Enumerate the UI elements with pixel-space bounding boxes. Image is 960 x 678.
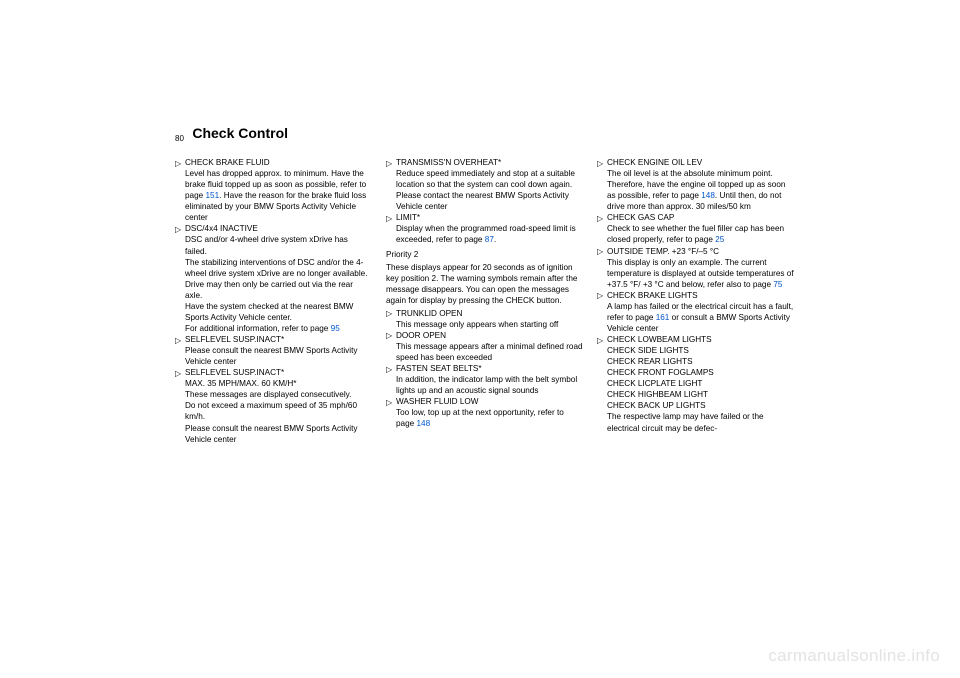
column-3: ▷ CHECK ENGINE OIL LEVThe oil level is at… (597, 157, 794, 445)
page-ref-link[interactable]: 148 (701, 191, 715, 200)
item-body: The respective lamp may have failed or t… (607, 411, 794, 433)
item-title: CHECK FRONT FOGLAMPS (607, 368, 714, 377)
item-title: CHECK LICPLATE LIGHT (607, 379, 702, 388)
list-item: ▷ SELFLEVEL SUSP.INACT*Please consult the… (175, 334, 372, 367)
item-body: This message appears after a minimal def… (396, 341, 583, 363)
item-title: CHECK BRAKE FLUID (185, 158, 270, 167)
triangle-bullet-icon: ▷ (597, 214, 603, 225)
page-ref-link[interactable]: 95 (331, 324, 340, 333)
item-title: CHECK SIDE LIGHTS (607, 346, 689, 355)
page-ref-link[interactable]: 87 (485, 235, 494, 244)
triangle-bullet-icon: ▷ (386, 214, 392, 225)
item-title: SELFLEVEL SUSP.INACT* (185, 368, 284, 377)
item-body: A lamp has failed or the electrical circ… (607, 301, 794, 334)
triangle-bullet-icon: ▷ (175, 336, 181, 347)
item-title: CHECK LOWBEAM LIGHTS (607, 335, 712, 344)
list-item: ▷ OUTSIDE TEMP. +23 °F/–5 °CThis display … (597, 246, 794, 290)
item-title: SELFLEVEL SUSP.INACT* (185, 335, 284, 344)
triangle-bullet-icon: ▷ (597, 336, 603, 347)
item-title: DSC/4x4 INACTIVE (185, 224, 258, 233)
list-item: ▷ DSC/4x4 INACTIVEDSC and/or 4-wheel driv… (175, 223, 372, 334)
list-item: ▷ FASTEN SEAT BELTS*In addition, the indi… (386, 363, 583, 396)
item-body: Level has dropped approx. to minimum. Ha… (185, 168, 372, 223)
item-body: Reduce speed immediately and stop at a s… (396, 168, 583, 212)
page-title: Check Control (192, 125, 288, 141)
item-body: DSC and/or 4-wheel drive system xDrive h… (185, 234, 372, 334)
page-ref-link[interactable]: 25 (715, 235, 724, 244)
item-title: WASHER FLUID LOW (396, 397, 479, 406)
priority-heading: Priority 2 (386, 249, 583, 260)
triangle-bullet-icon: ▷ (386, 331, 392, 342)
item-title: CHECK ENGINE OIL LEV (607, 158, 702, 167)
list-item: ▷ CHECK ENGINE OIL LEVThe oil level is at… (597, 157, 794, 212)
manual-page: 80 Check Control ▷ CHECK BRAKE FLUIDLevel… (175, 125, 795, 445)
triangle-bullet-icon: ▷ (386, 365, 392, 376)
item-title: CHECK BACK UP LIGHTS (607, 401, 706, 410)
triangle-bullet-icon: ▷ (597, 291, 603, 302)
list-item: ▷ TRUNKLID OPENThis message only appears … (386, 308, 583, 330)
item-body: This display is only an example. The cur… (607, 257, 794, 290)
list-item: ▷ LIMIT*Display when the programmed road-… (386, 212, 583, 245)
item-title: TRANSMISS'N OVERHEAT* (396, 158, 501, 167)
triangle-bullet-icon: ▷ (175, 369, 181, 380)
list-item: ▷ CHECK BRAKE LIGHTSA lamp has failed or … (597, 290, 794, 334)
triangle-bullet-icon: ▷ (597, 247, 603, 258)
item-body: The oil level is at the absolute minimum… (607, 168, 794, 212)
triangle-bullet-icon: ▷ (597, 159, 603, 170)
list-item: ▷ CHECK LOWBEAM LIGHTS CHECK SIDE LIGHTS CH… (597, 334, 794, 434)
item-title: CHECK HIGHBEAM LIGHT (607, 390, 708, 399)
page-ref-link[interactable]: 151 (206, 191, 220, 200)
item-body: Too low, top up at the next opportunity,… (396, 407, 583, 429)
triangle-bullet-icon: ▷ (386, 309, 392, 320)
item-body: Check to see whether the fuel filler cap… (607, 223, 794, 245)
list-item: ▷ TRANSMISS'N OVERHEAT*Reduce speed immed… (386, 157, 583, 212)
item-body: In addition, the indicator lamp with the… (396, 374, 583, 396)
item-title: CHECK BRAKE LIGHTS (607, 291, 698, 300)
item-title: LIMIT* (396, 213, 420, 222)
list-item: ▷ WASHER FLUID LOWToo low, top up at the … (386, 396, 583, 429)
triangle-bullet-icon: ▷ (175, 225, 181, 236)
item-title: CHECK REAR LIGHTS (607, 357, 693, 366)
item-body: This message only appears when starting … (396, 319, 583, 330)
list-item: ▷ CHECK BRAKE FLUIDLevel has dropped appr… (175, 157, 372, 223)
item-body: Display when the programmed road-speed l… (396, 223, 583, 245)
triangle-bullet-icon: ▷ (386, 398, 392, 409)
page-ref-link[interactable]: 75 (773, 280, 782, 289)
item-title: OUTSIDE TEMP. +23 °F/–5 °C (607, 247, 719, 256)
page-ref-link[interactable]: 148 (417, 419, 431, 428)
item-title: FASTEN SEAT BELTS* (396, 364, 482, 373)
column-2: ▷ TRANSMISS'N OVERHEAT*Reduce speed immed… (386, 157, 583, 445)
list-item: ▷ SELFLEVEL SUSP.INACT*MAX. 35 MPH/MAX. 6… (175, 367, 372, 444)
item-body: MAX. 35 MPH/MAX. 60 KM/H*These messages … (185, 378, 372, 444)
content-columns: ▷ CHECK BRAKE FLUIDLevel has dropped appr… (175, 157, 795, 445)
list-item: ▷ CHECK GAS CAPCheck to see whether the f… (597, 212, 794, 245)
page-ref-link[interactable]: 161 (656, 313, 670, 322)
item-title: TRUNKLID OPEN (396, 309, 462, 318)
list-item: ▷ DOOR OPENThis message appears after a m… (386, 330, 583, 363)
page-header: 80 Check Control (175, 125, 795, 143)
column-1: ▷ CHECK BRAKE FLUIDLevel has dropped appr… (175, 157, 372, 445)
priority-description: These displays appear for 20 seconds as … (386, 262, 583, 306)
item-body: Please consult the nearest BMW Sports Ac… (185, 345, 372, 367)
item-title: CHECK GAS CAP (607, 213, 674, 222)
page-number: 80 (175, 134, 184, 143)
watermark: carmanualsonline.info (768, 646, 940, 666)
triangle-bullet-icon: ▷ (175, 159, 181, 170)
triangle-bullet-icon: ▷ (386, 159, 392, 170)
item-title: DOOR OPEN (396, 331, 446, 340)
